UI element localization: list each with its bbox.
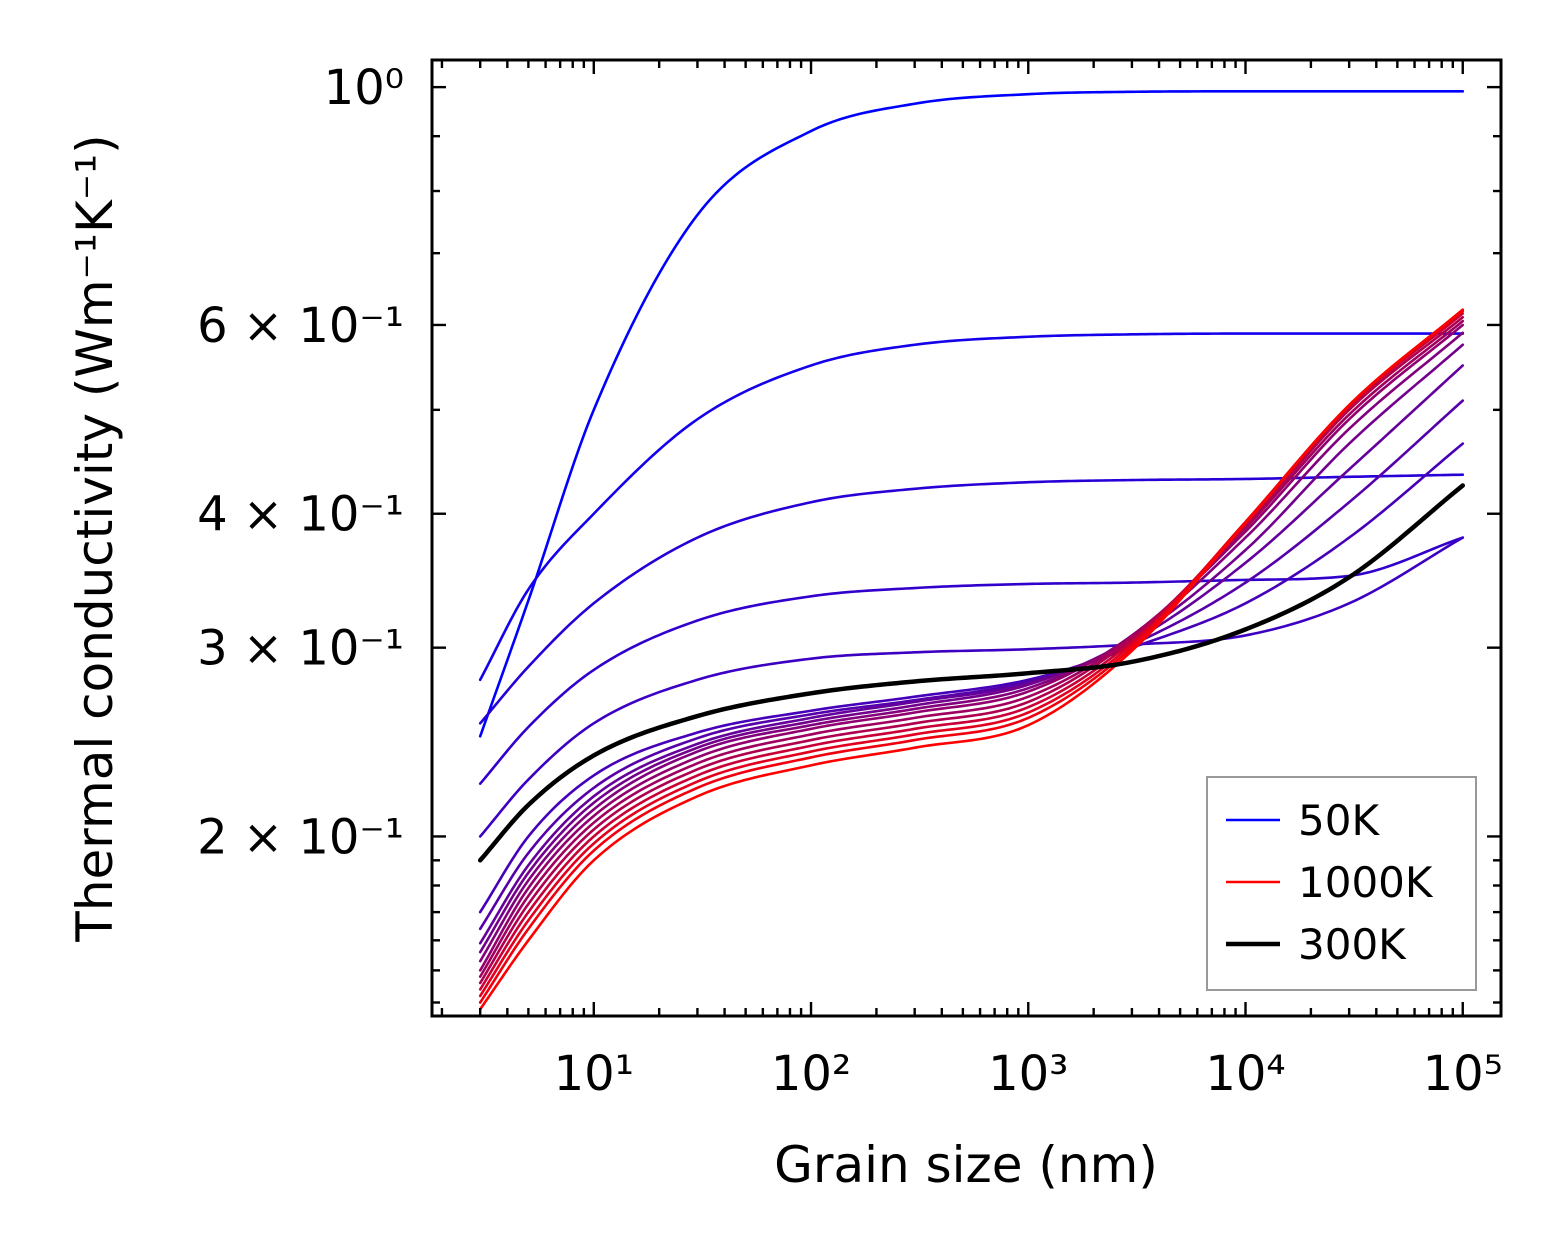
x-tick-label: 10³ — [988, 1046, 1068, 1102]
legend-frame — [1206, 776, 1477, 991]
series-line-300K — [477, 483, 1465, 863]
y-tick-label: 6 × 10⁻¹ — [197, 298, 404, 354]
series-line-450K — [478, 364, 1465, 945]
legend-label-300K: 300K — [1298, 920, 1407, 969]
series-layer — [477, 90, 1465, 1011]
series-line-400K — [478, 399, 1465, 931]
series-line-100K — [478, 473, 1465, 725]
series-line-350K — [478, 442, 1465, 914]
x-tick-label: 10⁵ — [1423, 1046, 1503, 1102]
series-line-125K — [478, 536, 1465, 785]
x-tick-label: 10² — [771, 1046, 851, 1102]
series-line-550K — [478, 331, 1465, 963]
series-line-700K — [478, 315, 1465, 985]
series-line-150K — [478, 536, 1465, 838]
y-tick-label: 2 × 10⁻¹ — [197, 809, 404, 865]
legend: 50K 1000K 300K — [1206, 776, 1477, 991]
x-tick-label: 10¹ — [554, 1046, 634, 1102]
plot-frame — [430, 58, 1503, 1018]
series-line-600K — [478, 323, 1465, 972]
y-tick-label: 3 × 10⁻¹ — [197, 621, 404, 677]
tick-layer: 10¹ 10² 10³ 10⁴ 10⁵ 10⁰ 6 × 10⁻¹ 4 × 10⁻¹ 3 × 10… — [197, 60, 1503, 1102]
x-tick-label: 10⁴ — [1205, 1046, 1285, 1102]
series-line-1000K — [478, 308, 1465, 1011]
series-line-50K — [478, 90, 1465, 738]
x-axis-label: Grain size (nm) — [774, 1136, 1158, 1194]
series-line-650K — [478, 319, 1465, 978]
y-axis-label: Thermal conductivity (Wm⁻¹K⁻¹) — [66, 134, 124, 942]
y-tick-label: 4 × 10⁻¹ — [197, 487, 404, 543]
series-line-75K — [478, 332, 1465, 682]
series-line-500K — [478, 343, 1465, 954]
legend-label-50K: 50K — [1298, 796, 1380, 845]
legend-label-1000K: 1000K — [1298, 858, 1434, 907]
y-tick-label: 10⁰ — [324, 60, 404, 116]
